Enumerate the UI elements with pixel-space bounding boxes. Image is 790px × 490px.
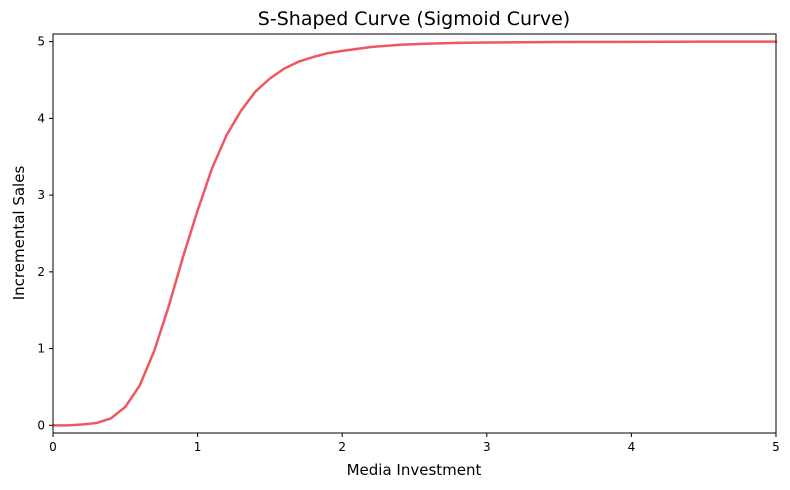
tick-group: 0 1 2 3 4 5 0 1 2 3 4 5 <box>37 35 779 454</box>
series-group <box>51 40 778 427</box>
x-tick-label: 3 <box>483 440 491 454</box>
x-tick-label: 1 <box>194 440 202 454</box>
y-tick-label: 2 <box>37 265 45 279</box>
y-axis-label: Incremental Sales <box>10 166 28 301</box>
x-tick-label: 0 <box>49 440 57 454</box>
y-tick-label: 3 <box>37 188 45 202</box>
plot-area <box>53 34 776 433</box>
x-tick-label: 2 <box>338 440 346 454</box>
y-tick-label: 5 <box>37 35 45 49</box>
sigmoid-series-line <box>51 40 778 427</box>
plot-frame <box>52 33 777 434</box>
chart-title: S-Shaped Curve (Sigmoid Curve) <box>258 8 570 30</box>
x-axis-label: Media Investment <box>347 461 482 479</box>
x-tick-label: 4 <box>628 440 636 454</box>
x-tick-label: 5 <box>772 440 780 454</box>
y-tick-label: 1 <box>37 342 45 356</box>
y-tick-label: 4 <box>37 111 45 125</box>
y-tick-label: 0 <box>37 418 45 432</box>
